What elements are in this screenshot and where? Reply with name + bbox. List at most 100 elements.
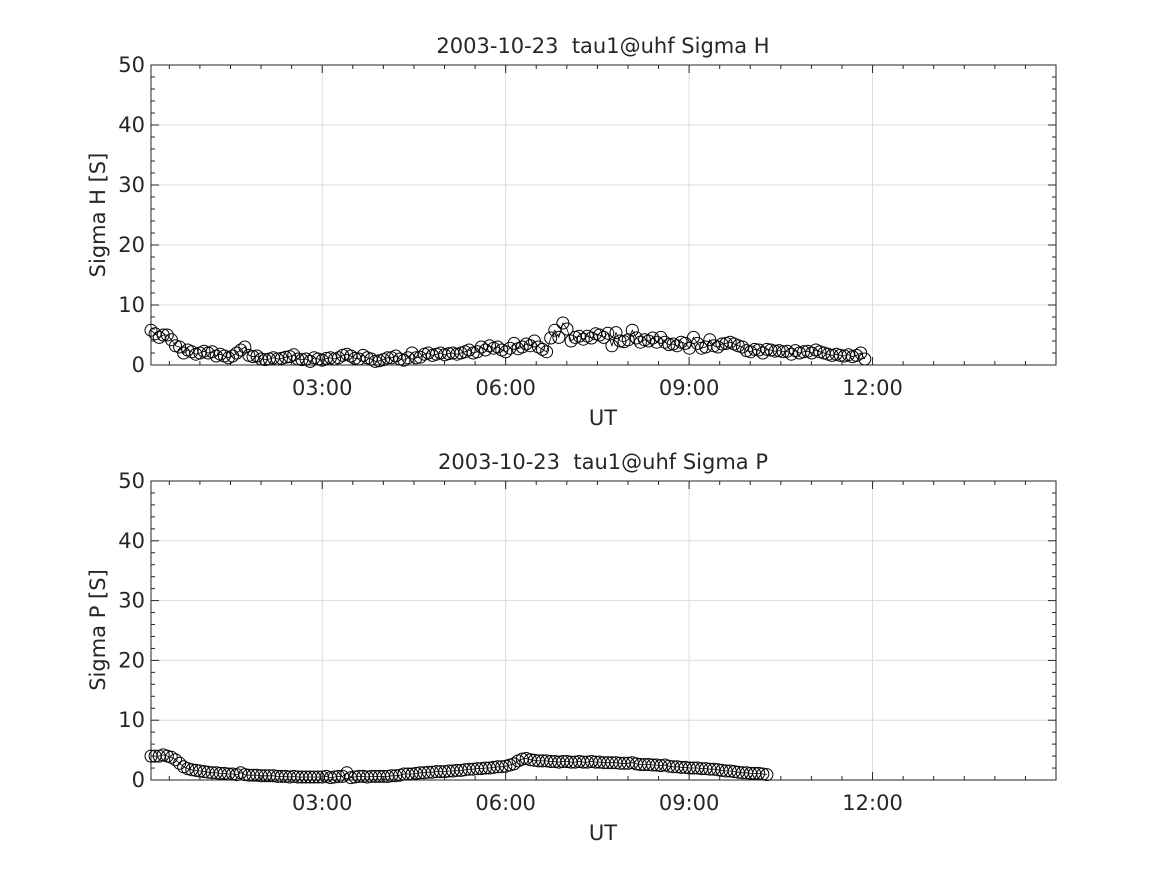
grid — [151, 65, 1056, 365]
data-point — [625, 323, 639, 337]
x-tick-label: 06:00 — [475, 376, 536, 400]
y-tick-label: 20 — [118, 233, 145, 257]
data-markers — [144, 748, 774, 785]
y-tick-label: 30 — [118, 589, 145, 613]
data-point — [735, 340, 749, 354]
y-tick-label: 50 — [118, 53, 145, 77]
data-point — [328, 770, 341, 784]
x-tick-label: 12:00 — [842, 376, 903, 400]
y-tick-label: 40 — [118, 529, 145, 553]
data-point — [621, 333, 635, 347]
data-point — [462, 343, 476, 357]
y-tick-label: 30 — [118, 173, 145, 197]
chart-sigma-p: 0 10 20 30 40 50 03:00 06:00 09:00 12:00 2003-10-… — [86, 450, 1057, 845]
x-tick-label: 03:00 — [292, 791, 353, 815]
data-point — [576, 332, 590, 346]
data-point — [560, 322, 574, 336]
plot-area — [150, 480, 1057, 781]
data-point — [536, 342, 549, 356]
data-point — [593, 328, 607, 342]
data-point — [507, 757, 521, 771]
plot-area — [150, 64, 1057, 366]
data-point — [609, 326, 623, 340]
data-point — [691, 336, 704, 350]
data-point — [523, 339, 537, 353]
tick-marks: 0 10 20 30 40 50 03:00 06:00 09:00 12:00 — [118, 53, 1056, 400]
chart-title: 2003-10-23 tau1@uhf Sigma P — [438, 450, 768, 474]
y-axis-label: Sigma H [S] — [86, 153, 110, 278]
data-point — [499, 345, 513, 359]
data-point — [169, 753, 182, 767]
x-tick-label: 03:00 — [292, 376, 353, 400]
data-point — [385, 769, 399, 783]
data-point — [646, 331, 660, 345]
y-tick-label: 20 — [118, 648, 145, 672]
data-point — [613, 334, 627, 348]
data-point — [332, 351, 346, 365]
data-point — [629, 331, 643, 345]
grid — [151, 481, 1056, 780]
data-point — [356, 348, 370, 362]
tick-marks: 0 10 20 30 40 50 03:00 06:00 09:00 12:00 — [118, 469, 1056, 815]
data-point — [340, 766, 354, 780]
data-point — [707, 762, 721, 776]
data-point — [601, 326, 615, 340]
chart-title: 2003-10-23 tau1@uhf Sigma H — [436, 34, 769, 58]
data-point — [495, 760, 509, 774]
data-point — [291, 352, 305, 366]
data-point — [858, 352, 872, 366]
y-tick-label: 0 — [132, 768, 145, 792]
data-point — [633, 335, 647, 349]
data-point — [238, 340, 252, 354]
data-point — [270, 352, 284, 366]
y-tick-label: 40 — [118, 113, 145, 137]
data-point — [597, 330, 611, 344]
y-tick-label: 10 — [118, 708, 145, 732]
data-point — [483, 339, 496, 353]
data-point — [752, 766, 766, 780]
x-axis-label: UT — [589, 821, 617, 845]
data-point — [397, 353, 411, 367]
y-tick-label: 50 — [118, 469, 145, 493]
data-point — [532, 340, 545, 354]
data-point — [160, 328, 174, 342]
data-point — [760, 768, 774, 782]
data-point — [515, 340, 529, 354]
data-point — [642, 334, 656, 348]
data-point — [144, 323, 158, 337]
data-point — [552, 330, 566, 344]
data-point — [193, 764, 207, 778]
data-point — [156, 328, 170, 342]
y-tick-label: 10 — [118, 293, 145, 317]
data-point — [784, 347, 798, 361]
chart-sigma-h: 0 10 20 30 40 50 03:00 06:00 09:00 12:00 2003-10-… — [86, 34, 1057, 430]
data-point — [205, 345, 219, 359]
data-point — [250, 349, 264, 363]
y-tick-label: 0 — [132, 353, 145, 377]
x-tick-label: 09:00 — [659, 376, 720, 400]
data-point — [470, 345, 484, 359]
x-tick-label: 12:00 — [842, 791, 903, 815]
data-point — [246, 350, 260, 364]
data-point — [670, 339, 684, 353]
data-point — [654, 330, 668, 344]
data-point — [287, 348, 301, 362]
data-point — [850, 348, 864, 362]
data-point — [650, 335, 664, 349]
data-point — [756, 767, 770, 781]
data-point — [389, 769, 403, 783]
data-point — [662, 338, 676, 352]
data-point — [605, 339, 619, 353]
x-tick-label: 06:00 — [475, 791, 536, 815]
x-axis-label: UT — [589, 406, 617, 430]
data-point — [368, 354, 382, 368]
data-point — [478, 343, 492, 357]
y-axis-label: Sigma P [S] — [86, 569, 110, 691]
data-point — [658, 335, 672, 349]
data-point — [544, 331, 558, 345]
data-point — [389, 349, 403, 363]
data-markers — [144, 316, 872, 368]
x-tick-label: 09:00 — [659, 791, 720, 815]
